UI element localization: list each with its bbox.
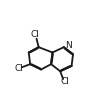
Text: Cl: Cl [30, 30, 39, 39]
Text: Cl: Cl [60, 77, 69, 86]
Text: N: N [65, 41, 72, 50]
Text: Cl: Cl [14, 64, 23, 73]
